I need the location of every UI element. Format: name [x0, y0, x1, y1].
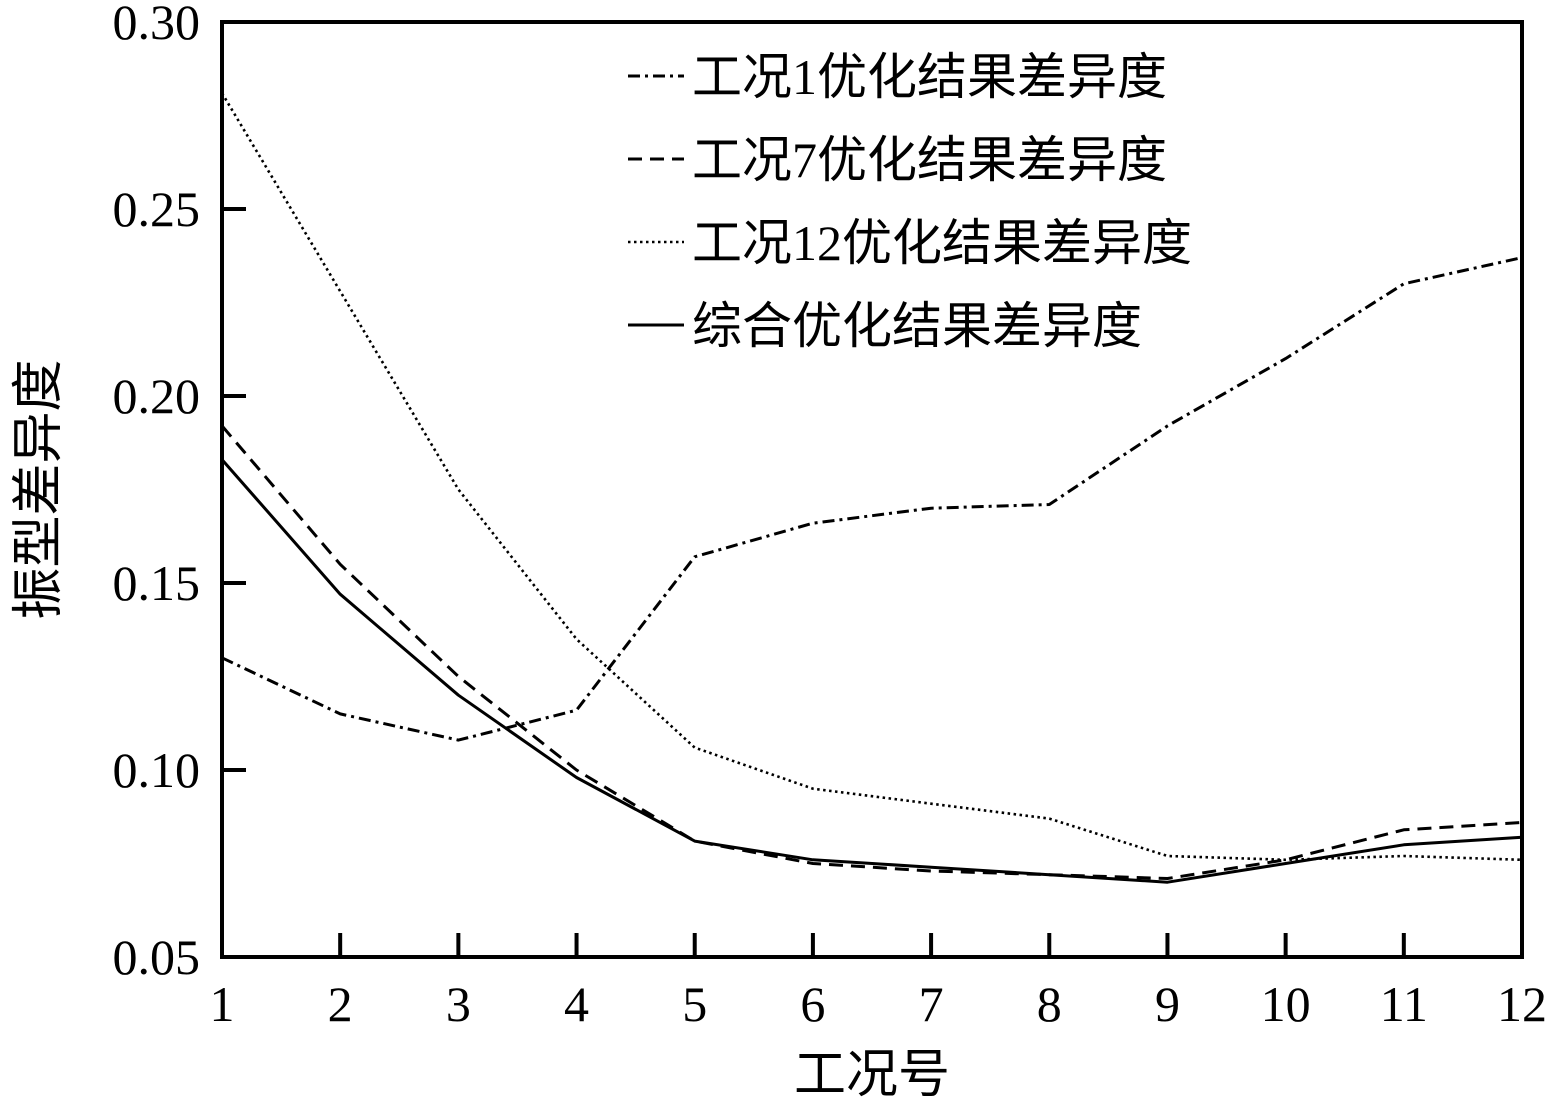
x-tick-label: 7 — [919, 976, 944, 1032]
y-tick-label: 0.15 — [113, 555, 201, 611]
y-axis-title: 振型差异度 — [11, 359, 68, 619]
x-tick-label: 3 — [446, 976, 471, 1032]
x-tick-label: 11 — [1380, 976, 1428, 1032]
y-tick-label: 0.25 — [113, 181, 201, 237]
series-line-2 — [220, 424, 1523, 880]
y-tick-label: 0.05 — [113, 929, 201, 985]
y-tick-label: 0.20 — [113, 368, 201, 424]
x-tick-label: 2 — [328, 976, 353, 1032]
legend-label-1: 工况1优化结果差异度 — [692, 49, 1167, 105]
series-layer — [220, 92, 1523, 884]
x-tick-label: 1 — [210, 976, 235, 1032]
series-line-3 — [220, 92, 1523, 862]
tick-labels-layer: 1 2 3 4 5 6 7 8 9 10 11 120.050.100.150.200.250.30 — [113, 0, 1548, 1032]
legend-label-3: 工况12优化结果差异度 — [692, 215, 1192, 271]
x-tick-label: 12 — [1497, 976, 1547, 1032]
legend-label-4: 综合优化结果差异度 — [692, 298, 1142, 354]
x-axis-title: 工况号 — [794, 1047, 950, 1100]
plot-frame — [220, 20, 1524, 959]
legend-label-2: 工况7优化结果差异度 — [692, 132, 1167, 188]
x-tick-label: 5 — [682, 976, 707, 1032]
series-line-4 — [220, 458, 1523, 884]
x-tick-label: 9 — [1155, 976, 1180, 1032]
series-line-1 — [221, 256, 1523, 742]
ticks-layer — [220, 20, 1524, 959]
x-tick-label: 10 — [1261, 976, 1311, 1032]
x-tick-label: 8 — [1037, 976, 1062, 1032]
x-tick-label: 6 — [800, 976, 825, 1032]
x-tick-label: 4 — [564, 976, 589, 1032]
y-tick-label: 0.10 — [113, 742, 201, 798]
y-tick-label: 0.30 — [113, 0, 201, 50]
